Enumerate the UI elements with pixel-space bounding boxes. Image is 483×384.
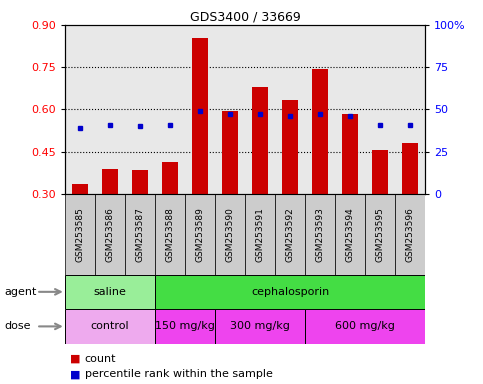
Bar xyxy=(365,194,395,275)
Bar xyxy=(65,275,155,309)
Text: GSM253596: GSM253596 xyxy=(406,207,414,262)
Text: GSM253594: GSM253594 xyxy=(345,207,355,262)
Text: GSM253590: GSM253590 xyxy=(226,207,235,262)
Text: control: control xyxy=(91,321,129,331)
Title: GDS3400 / 33669: GDS3400 / 33669 xyxy=(190,11,300,24)
Bar xyxy=(155,309,215,344)
Text: GSM253591: GSM253591 xyxy=(256,207,265,262)
Bar xyxy=(95,194,125,275)
Text: saline: saline xyxy=(94,287,127,297)
Text: percentile rank within the sample: percentile rank within the sample xyxy=(85,369,272,379)
Text: ■: ■ xyxy=(70,369,81,379)
Text: ■: ■ xyxy=(70,354,81,364)
Text: count: count xyxy=(85,354,116,364)
Bar xyxy=(275,194,305,275)
Bar xyxy=(125,194,155,275)
Bar xyxy=(305,194,335,275)
Bar xyxy=(402,143,418,194)
Bar xyxy=(72,184,88,194)
Text: GSM253587: GSM253587 xyxy=(136,207,145,262)
Bar xyxy=(102,169,118,194)
Text: GSM253589: GSM253589 xyxy=(196,207,205,262)
Bar xyxy=(222,111,239,194)
Bar xyxy=(155,275,425,309)
Text: agent: agent xyxy=(5,287,37,297)
Bar xyxy=(215,194,245,275)
Bar xyxy=(252,87,269,194)
Bar xyxy=(132,170,148,194)
Text: cephalosporin: cephalosporin xyxy=(251,287,329,297)
Text: GSM253588: GSM253588 xyxy=(166,207,175,262)
Bar xyxy=(185,194,215,275)
Text: 150 mg/kg: 150 mg/kg xyxy=(155,321,215,331)
Text: 300 mg/kg: 300 mg/kg xyxy=(230,321,290,331)
Text: GSM253592: GSM253592 xyxy=(285,207,295,262)
Text: dose: dose xyxy=(5,321,31,331)
Text: GSM253586: GSM253586 xyxy=(106,207,114,262)
Bar xyxy=(395,194,425,275)
Text: 600 mg/kg: 600 mg/kg xyxy=(335,321,395,331)
Text: GSM253585: GSM253585 xyxy=(76,207,85,262)
Bar xyxy=(282,99,298,194)
Text: GSM253595: GSM253595 xyxy=(376,207,384,262)
Bar xyxy=(372,150,388,194)
Bar xyxy=(312,69,328,194)
Bar xyxy=(215,309,305,344)
Bar xyxy=(342,114,358,194)
Bar xyxy=(65,194,95,275)
Bar xyxy=(245,194,275,275)
Bar xyxy=(192,38,208,194)
Bar xyxy=(305,309,425,344)
Bar xyxy=(335,194,365,275)
Text: GSM253593: GSM253593 xyxy=(315,207,325,262)
Bar xyxy=(65,309,155,344)
Bar xyxy=(155,194,185,275)
Bar xyxy=(162,162,178,194)
